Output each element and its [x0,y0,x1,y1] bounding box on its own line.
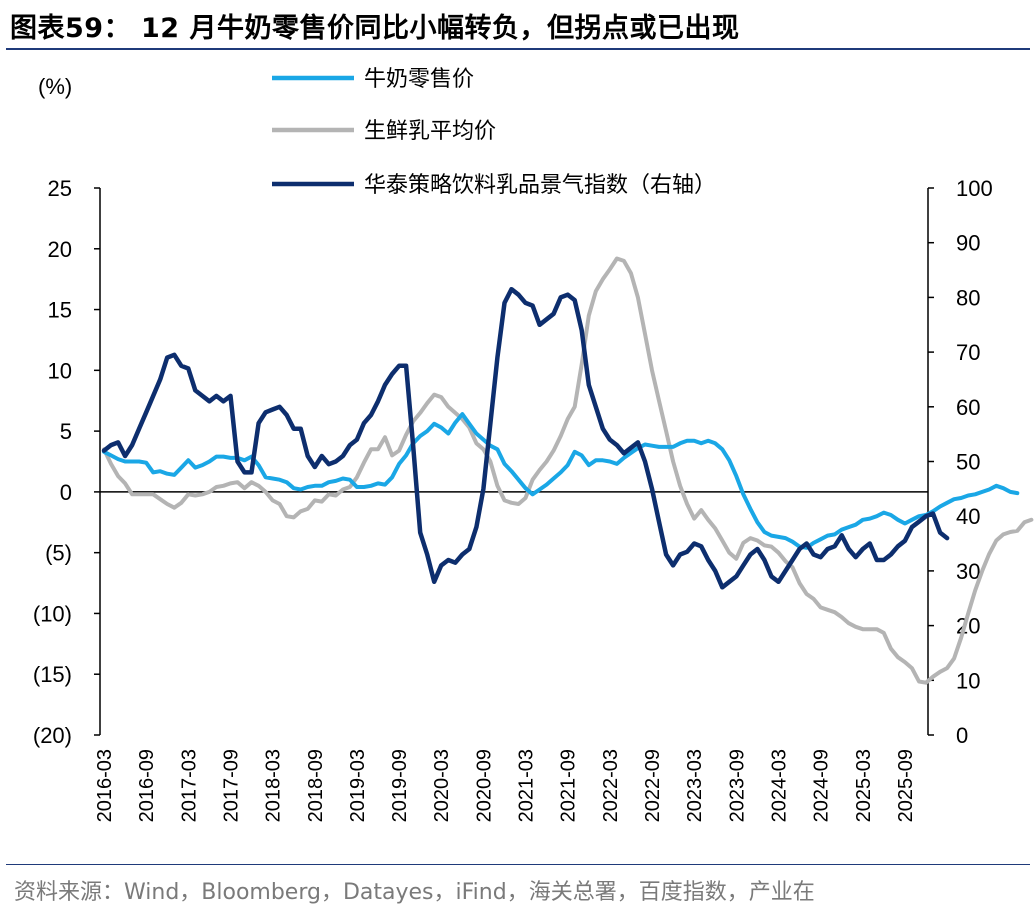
x-tick-label: 2022-03 [600,749,622,822]
y-right-tick-label: 0 [956,723,968,748]
y-left-tick-label: 15 [48,298,72,323]
legend-label: 牛奶零售价 [364,67,474,92]
y-left-tick-label: (10) [33,601,72,626]
x-tick-label: 2025-09 [895,749,917,822]
y-right-tick-label: 80 [956,285,980,310]
x-tick-label: 2017-09 [220,749,242,822]
x-tick-label: 2018-03 [263,749,285,822]
y-right-tick-label: 30 [956,559,980,584]
y-right-tick-label: 90 [956,231,980,256]
x-tick-label: 2024-09 [811,749,833,822]
x-tick-label: 2019-09 [389,749,411,822]
legend-label: 生鲜乳平均价 [364,119,496,144]
legend-label: 华泰策略饮料乳品景气指数（右轴） [364,173,716,198]
y-left-tick-label: (15) [33,662,72,687]
x-tick-label: 2019-03 [347,749,369,822]
x-tick-label: 2021-03 [516,749,538,822]
x-tick-label: 2017-03 [178,749,200,822]
x-tick-label: 2022-09 [642,749,664,822]
y-right-tick-label: 10 [956,668,980,693]
x-tick-label: 2023-09 [726,749,748,822]
y-right-tick-label: 100 [956,176,993,201]
series-line [102,256,1034,685]
x-tick-label: 2021-09 [558,749,580,822]
axes-layer: (20)(15)(10)(5)0510152025(%)010203040506… [33,74,993,822]
source-note: 资料来源：Wind，Bloomberg，Datayes，iFind，海关总署，百… [14,880,815,905]
y-left-unit-label: (%) [38,74,72,99]
y-left-tick-label: 10 [48,358,72,383]
x-tick-label: 2025-03 [853,749,875,822]
x-tick-label: 2024-03 [768,749,790,822]
y-left-tick-label: (5) [45,541,72,566]
y-right-tick-label: 70 [956,340,980,365]
x-tick-label: 2020-09 [473,749,495,822]
series-line [101,286,950,590]
y-right-tick-label: 50 [956,450,980,475]
series-layer [101,256,1034,685]
y-left-tick-label: 20 [48,237,72,262]
y-right-tick-label: 40 [956,504,980,529]
x-tick-label: 2020-03 [431,749,453,822]
x-tick-label: 2016-09 [136,749,158,822]
y-left-tick-label: 25 [48,176,72,201]
title-divider [6,48,1030,50]
x-tick-label: 2018-09 [305,749,327,822]
y-right-tick-label: 60 [956,395,980,420]
x-tick-label: 2023-03 [684,749,706,822]
y-left-tick-label: 0 [60,480,72,505]
x-tick-label: 2016-03 [94,749,116,822]
y-left-tick-label: (20) [33,723,72,748]
series-line [102,412,1020,550]
y-left-tick-label: 5 [60,419,72,444]
chart-title: 图表59： 12 月牛奶零售价同比小幅转负，但拐点或已出现 [10,13,740,44]
footer-divider [6,864,1030,865]
